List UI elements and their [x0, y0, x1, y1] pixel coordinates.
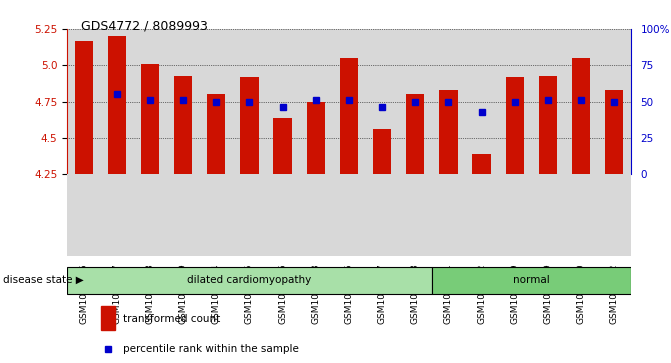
Bar [432, 266, 631, 294]
Text: GDS4772 / 8089993: GDS4772 / 8089993 [81, 20, 207, 33]
Text: dilated cardiomyopathy: dilated cardiomyopathy [187, 275, 311, 285]
Bar [74, 41, 93, 174]
Bar [108, 36, 126, 174]
Bar [141, 64, 159, 174]
Bar [373, 129, 391, 174]
Bar [174, 76, 193, 174]
Text: normal: normal [513, 275, 550, 285]
Text: disease state ▶: disease state ▶ [3, 275, 84, 285]
Bar [101, 306, 115, 330]
Text: transformed count: transformed count [123, 314, 221, 323]
Bar [539, 76, 557, 174]
Bar [67, 266, 432, 294]
Bar [440, 90, 458, 174]
Text: percentile rank within the sample: percentile rank within the sample [123, 344, 299, 354]
Bar [572, 58, 590, 174]
Bar [240, 77, 258, 174]
Bar [605, 90, 623, 174]
Bar [406, 94, 424, 174]
Bar [340, 58, 358, 174]
Bar [505, 77, 524, 174]
Bar [207, 94, 225, 174]
Bar [274, 118, 292, 174]
Bar [307, 102, 325, 174]
Bar [472, 154, 491, 174]
